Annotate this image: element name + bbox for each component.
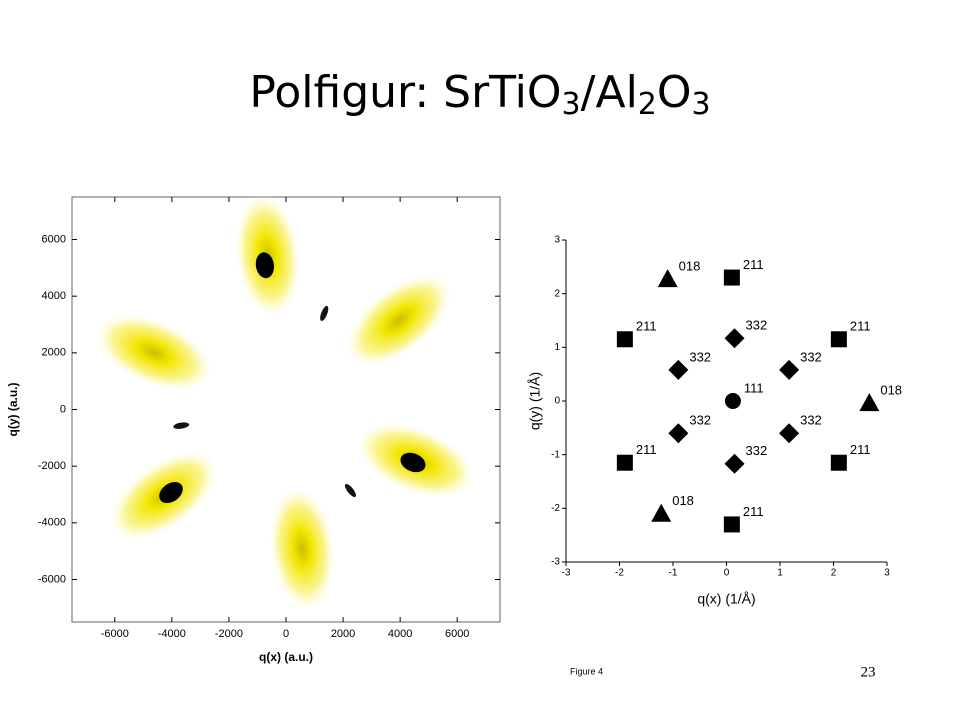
point-label: 211 (850, 319, 871, 334)
intensity-peak (173, 422, 190, 429)
y-tick-label: -2 (551, 503, 560, 514)
y-tick-label: 1 (554, 342, 560, 353)
diamond-marker (724, 328, 745, 349)
x-tick-label: -1 (669, 568, 678, 579)
x-tick-label: 0 (283, 628, 289, 640)
intensity-lobe (346, 274, 452, 367)
slide-title: Polfigur: SrTiO3/Al2O3 (249, 67, 710, 122)
x-tick-label: -3 (562, 568, 571, 579)
x-tick-label: 6000 (445, 628, 469, 640)
figure-label: Figure 4 (570, 666, 603, 676)
intensity-lobe (269, 486, 335, 611)
x-tick-label: -6000 (101, 628, 129, 640)
y-tick-label: 3 (554, 235, 560, 246)
point-label: 332 (746, 443, 768, 458)
circle-marker (724, 393, 741, 409)
x-tick-label: 4000 (388, 628, 412, 640)
y-tick-label: -2000 (38, 460, 66, 472)
intensity-peak (400, 452, 426, 473)
point-label: 211 (850, 442, 871, 457)
x-tick-label: -2 (615, 568, 624, 579)
intensity-peak (344, 484, 356, 498)
point-label: 018 (880, 383, 902, 398)
point-label: 211 (743, 257, 764, 272)
title-subscript: 3 (562, 87, 581, 122)
intensity-peak (159, 481, 183, 504)
point-label: 332 (800, 349, 822, 364)
square-marker (723, 269, 740, 286)
point-label: 111 (744, 380, 764, 395)
point-label: 211 (636, 319, 657, 334)
diamond-marker (668, 359, 689, 380)
square-marker (830, 454, 847, 471)
point-label: 211 (743, 504, 764, 519)
point-label: 332 (689, 349, 711, 364)
diamond-marker (724, 453, 745, 474)
x-tick-label: 0 (724, 568, 730, 579)
square-marker (616, 454, 633, 471)
x-tick-label: 2 (831, 568, 837, 579)
x-axis-label: q(x) (1/Å) (697, 591, 755, 607)
x-tick-label: -2000 (215, 628, 243, 640)
diamond-marker (668, 423, 689, 444)
y-tick-label: -6000 (38, 573, 66, 585)
intensity-peak (320, 305, 329, 321)
y-tick-label: -1 (551, 449, 560, 460)
point-label: 332 (800, 413, 822, 428)
y-tick-label: 6000 (42, 233, 66, 245)
title-text: O (657, 67, 692, 118)
intensity-peak (255, 252, 274, 279)
y-tick-label: -4000 (38, 517, 66, 529)
y-tick-label: 2000 (42, 347, 66, 359)
y-tick-label: 2 (554, 288, 560, 299)
x-tick-label: 1 (777, 568, 783, 579)
triangle-marker (859, 393, 880, 412)
y-tick-label: 0 (60, 403, 66, 415)
y-tick-label: -3 (551, 557, 560, 568)
point-label: 332 (746, 318, 768, 333)
point-label: 211 (636, 442, 657, 457)
square-marker (723, 516, 740, 533)
x-axis-label: q(x) (a.u.) (259, 650, 313, 664)
square-marker (830, 331, 847, 348)
page-number: 23 (861, 664, 876, 680)
intensity-lobe (95, 314, 213, 391)
x-tick-label: 3 (884, 568, 890, 579)
title-text: Polfigur: SrTiO (249, 67, 561, 118)
point-label: 332 (689, 413, 711, 428)
triangle-marker (651, 503, 672, 522)
triangle-marker (657, 269, 678, 288)
point-label: 018 (672, 493, 694, 508)
diamond-marker (779, 423, 800, 444)
point-label: 018 (679, 259, 701, 274)
y-axis-label: q(y) (1/Å) (527, 372, 543, 430)
y-tick-label: 0 (554, 396, 560, 407)
y-axis-label: q(y) (a.u.) (6, 383, 20, 437)
diamond-marker (779, 359, 800, 380)
title-subscript: 2 (638, 87, 657, 122)
title-text: /Al (581, 67, 638, 118)
title-subscript: 3 (692, 87, 711, 122)
x-tick-label: 2000 (331, 628, 355, 640)
y-tick-label: 4000 (42, 290, 66, 302)
x-tick-label: -4000 (158, 628, 186, 640)
square-marker (616, 331, 633, 348)
